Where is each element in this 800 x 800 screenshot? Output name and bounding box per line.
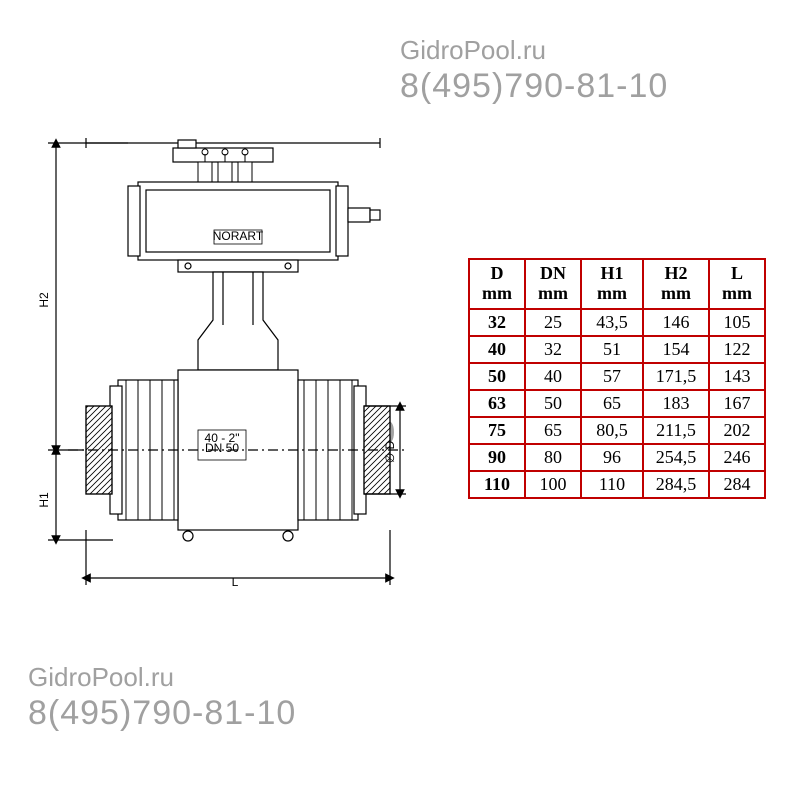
table-body: 322543,5146105403251154122504057171,5143… (469, 309, 765, 498)
table-row: 756580,5211,5202 (469, 417, 765, 444)
table-cell: 32 (525, 336, 581, 363)
table-header-cell: Dmm (469, 259, 525, 309)
watermark-phone: 8(495)790-81-10 (400, 66, 668, 107)
table-row: 504057171,5143 (469, 363, 765, 390)
table-cell: 75 (469, 417, 525, 444)
table-header-cell: DNmm (525, 259, 581, 309)
table-cell: 51 (581, 336, 643, 363)
table-cell: 211,5 (643, 417, 709, 444)
dim-label-D: ∅ D (383, 440, 397, 463)
table-cell: 90 (469, 444, 525, 471)
table-cell: 122 (709, 336, 765, 363)
drawing-svg: L H2 H1 ∅ D 40 - 2" DN 50 NORART (28, 130, 428, 630)
table-row: 403251154122 (469, 336, 765, 363)
table-header-cell: H1mm (581, 259, 643, 309)
table-cell: 50 (469, 363, 525, 390)
body-text-2: DN 50 (205, 441, 239, 455)
table-cell: 146 (643, 309, 709, 336)
table-cell: 105 (709, 309, 765, 336)
table-cell: 202 (709, 417, 765, 444)
table-head: DmmDNmmH1mmH2mmLmm (469, 259, 765, 309)
table-cell: 246 (709, 444, 765, 471)
watermark-bottom: GidroPool.ru 8(495)790-81-10 (28, 662, 296, 734)
technical-drawing: L H2 H1 ∅ D 40 - 2" DN 50 NORART (28, 130, 428, 630)
watermark-phone: 8(495)790-81-10 (28, 693, 296, 734)
watermark-site: GidroPool.ru (28, 662, 296, 693)
table-row: 908096254,5246 (469, 444, 765, 471)
table-cell: 25 (525, 309, 581, 336)
table-cell: 171,5 (643, 363, 709, 390)
table-cell: 183 (643, 390, 709, 417)
table-row: 110100110284,5284 (469, 471, 765, 498)
table-cell: 80,5 (581, 417, 643, 444)
table-header-row: DmmDNmmH1mmH2mmLmm (469, 259, 765, 309)
dimension-table: DmmDNmmH1mmH2mmLmm 322543,51461054032511… (468, 258, 766, 499)
table-cell: 43,5 (581, 309, 643, 336)
dim-label-L: L (232, 575, 239, 589)
table-header-cell: H2mm (643, 259, 709, 309)
table-cell: 40 (525, 363, 581, 390)
watermark-site: GidroPool.ru (400, 35, 668, 66)
table-cell: 110 (581, 471, 643, 498)
table-cell: 65 (525, 417, 581, 444)
dim-label-H1: H1 (37, 492, 51, 508)
table-cell: 63 (469, 390, 525, 417)
table-cell: 143 (709, 363, 765, 390)
table-cell: 254,5 (643, 444, 709, 471)
table-cell: 96 (581, 444, 643, 471)
table-row: 635065183167 (469, 390, 765, 417)
dim-label-H2: H2 (37, 292, 51, 308)
table-cell: 110 (469, 471, 525, 498)
table-cell: 154 (643, 336, 709, 363)
table-cell: 284 (709, 471, 765, 498)
table-cell: 80 (525, 444, 581, 471)
table-cell: 167 (709, 390, 765, 417)
table-cell: 50 (525, 390, 581, 417)
table-cell: 284,5 (643, 471, 709, 498)
table-row: 322543,5146105 (469, 309, 765, 336)
brand-label: NORART (213, 229, 264, 243)
watermark-top: GidroPool.ru 8(495)790-81-10 (400, 35, 668, 107)
table-cell: 32 (469, 309, 525, 336)
table-cell: 65 (581, 390, 643, 417)
table-cell: 57 (581, 363, 643, 390)
table-cell: 40 (469, 336, 525, 363)
table-header-cell: Lmm (709, 259, 765, 309)
table-cell: 100 (525, 471, 581, 498)
